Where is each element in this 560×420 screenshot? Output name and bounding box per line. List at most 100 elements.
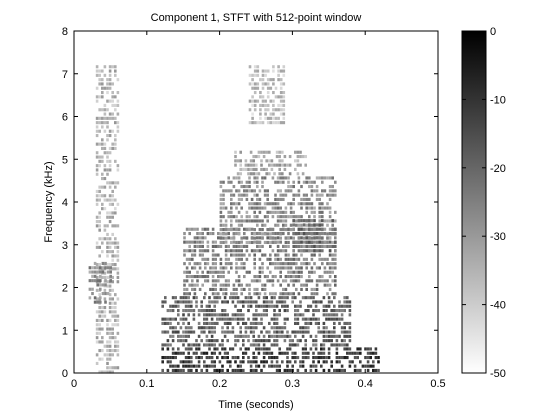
spectrogram-cell (262, 334, 266, 338)
spectrogram-cell (343, 347, 346, 351)
spectrogram-cell (322, 334, 326, 338)
spectrogram-cell (231, 296, 235, 300)
spectrogram-cell (322, 339, 326, 343)
spectrogram-cell (218, 343, 222, 347)
spectrogram-cell (328, 219, 332, 223)
spectrogram-cell (304, 163, 307, 167)
spectrogram-cell (103, 116, 107, 120)
spectrogram-cell (262, 347, 266, 351)
spectrogram-cell (334, 219, 337, 223)
spectrogram-cell (234, 155, 237, 159)
spectrogram-cell (114, 314, 117, 318)
spectrogram-cell (183, 240, 186, 244)
spectrogram-cell (374, 347, 378, 351)
spectrogram-cell (192, 351, 196, 355)
spectrogram-cell (279, 121, 283, 125)
spectrogram-cell (295, 244, 298, 248)
spectrogram-cell (101, 146, 104, 150)
spectrogram-cell (161, 300, 164, 304)
spectrogram-cell (237, 232, 241, 236)
spectrogram-cell (240, 206, 243, 210)
spectrogram-cell (213, 309, 216, 313)
colorbar-tick-label: -30 (490, 231, 506, 243)
spectrogram-cell (223, 317, 227, 321)
spectrogram-cell (297, 270, 301, 274)
spectrogram-cell (184, 330, 188, 334)
spectrogram-cell (289, 202, 293, 206)
spectrogram-cell (195, 368, 198, 372)
spectrogram-cell (262, 304, 266, 308)
spectrogram-cell (224, 236, 228, 240)
spectrogram-cell (287, 244, 290, 248)
spectrogram-cell (98, 340, 101, 344)
spectrogram-cell (203, 313, 206, 317)
spectrogram-cell (335, 309, 339, 313)
spectrogram-cell (258, 292, 262, 296)
spectrogram-cell (234, 159, 237, 163)
spectrogram-cell (240, 197, 243, 201)
spectrogram-cell (364, 347, 367, 351)
spectrogram-cell (219, 232, 223, 236)
spectrogram-cell (101, 207, 104, 211)
spectrogram-cell (219, 206, 223, 210)
spectrogram-cell (261, 73, 265, 77)
spectrogram-cell (283, 309, 287, 313)
spectrogram-cell (224, 206, 228, 210)
spectrogram-cell (302, 223, 306, 227)
spectral-region (248, 65, 286, 125)
spectrogram-cell (321, 244, 324, 248)
spectrogram-cell (333, 321, 336, 325)
spectrogram-cell (314, 309, 318, 313)
spectrogram-cell (239, 334, 242, 338)
spectrogram-cell (101, 306, 104, 310)
spectrogram-cell (274, 210, 277, 214)
spectrogram-cell (101, 82, 104, 86)
spectrogram-cell (214, 240, 217, 244)
spectrogram-cell (302, 228, 306, 232)
spectrogram-cell (98, 318, 101, 322)
spectrogram-cell (343, 339, 346, 343)
spectrogram-cell (276, 189, 280, 193)
spectrogram-cell (114, 340, 117, 344)
spectrogram-cell (278, 368, 281, 372)
spectrogram-cell (164, 296, 167, 300)
spectrogram-cell (232, 240, 236, 244)
spectrogram-cell (271, 275, 275, 279)
spectrogram-cell (230, 180, 233, 184)
spectrogram-cell (104, 300, 107, 304)
spectrogram-cell (206, 232, 210, 236)
spectrogram-cell (279, 189, 282, 193)
spectrogram-cell (256, 206, 259, 210)
spectrogram-cell (270, 304, 274, 308)
spectrogram-cell (286, 309, 289, 313)
spectrogram-cell (292, 193, 295, 197)
spectrogram-cell (242, 356, 245, 360)
spectrogram-cell (184, 300, 188, 304)
spectrogram-cell (252, 339, 255, 343)
spectrogram-cell (289, 292, 293, 296)
spectrogram-cell (114, 142, 117, 146)
spectrogram-cell (235, 279, 238, 283)
spectrogram-cell (325, 356, 328, 360)
spectrogram-cell (340, 368, 344, 372)
spectrogram-cell (276, 197, 280, 201)
spectrogram-cell (230, 223, 233, 227)
spectrogram-cell (295, 275, 298, 279)
spectrogram-cell (234, 313, 237, 317)
spectrogram-cell (258, 257, 262, 261)
spectrogram-cell (255, 356, 258, 360)
spectrogram-cell (269, 292, 272, 296)
spectrogram-cell (292, 249, 295, 253)
spectrogram-cell (177, 339, 180, 343)
spectrogram-cell (315, 292, 319, 296)
spectrogram-cell (301, 317, 305, 321)
spectrogram-cell (108, 112, 112, 116)
spectrogram-cell (99, 296, 102, 300)
spectrogram-cell (320, 351, 323, 355)
spectrogram-cell (274, 257, 277, 261)
spectrogram-cell (249, 368, 253, 372)
spectrogram-cell (286, 334, 289, 338)
spectrogram-cell (273, 334, 276, 338)
spectrogram-cell (227, 180, 230, 184)
spectrogram-cell (196, 244, 199, 248)
